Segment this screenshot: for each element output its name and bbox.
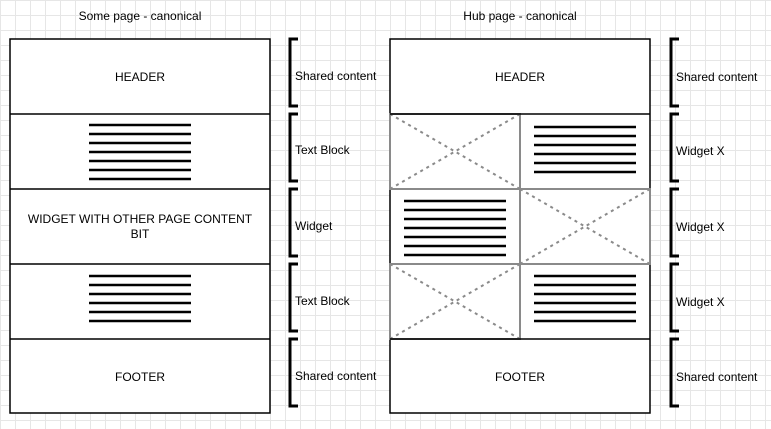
bracket-icon <box>669 262 679 333</box>
left-header-label: HEADER <box>115 70 165 84</box>
bracket-icon <box>288 337 298 408</box>
right-text-block-icon <box>404 199 506 257</box>
right-text-block-icon <box>534 125 636 174</box>
left-page-wireframe: HEADER WIDGET WITH OTHER PAGE CONTENT BI… <box>9 38 271 414</box>
left-annotation: Widget <box>295 219 333 233</box>
left-text-block-icon <box>89 123 191 181</box>
left-footer-label: FOOTER <box>115 370 165 384</box>
right-annotation: Widget X <box>676 220 725 234</box>
right-page-wireframe: HEADER <box>389 38 651 414</box>
right-header-label: HEADER <box>495 70 545 84</box>
left-widget-label-line1: WIDGET WITH OTHER PAGE CONTENT <box>28 212 253 226</box>
left-widget-label-line2: BIT <box>131 227 150 241</box>
left-text-block-icon <box>89 274 191 323</box>
left-page-frame <box>9 38 271 414</box>
right-annotation: Shared content <box>676 70 758 84</box>
bracket-icon <box>288 37 298 108</box>
left-annotations: Shared content Text Block Widget Text Bl… <box>288 37 377 408</box>
left-annotation: Text Block <box>295 294 351 308</box>
right-annotations: Shared content Widget X Widget X Widget … <box>669 37 758 408</box>
bracket-icon <box>669 187 679 258</box>
bracket-icon <box>669 112 679 183</box>
left-page-title: Some page - canonical <box>79 9 202 23</box>
left-annotation: Shared content <box>295 69 377 83</box>
bracket-icon <box>288 112 298 183</box>
left-annotation: Shared content <box>295 369 377 383</box>
right-annotation: Widget X <box>676 295 725 309</box>
right-text-block-icon <box>534 274 636 323</box>
bracket-icon <box>288 262 298 333</box>
right-annotation: Shared content <box>676 370 758 384</box>
bracket-icon <box>669 337 679 408</box>
right-page-title: Hub page - canonical <box>463 9 576 23</box>
left-annotation: Text Block <box>295 143 351 157</box>
bracket-icon <box>288 187 298 258</box>
right-footer-label: FOOTER <box>495 370 545 384</box>
bracket-icon <box>669 37 679 108</box>
right-annotation: Widget X <box>676 144 725 158</box>
image-placeholder-icon <box>519 188 651 265</box>
